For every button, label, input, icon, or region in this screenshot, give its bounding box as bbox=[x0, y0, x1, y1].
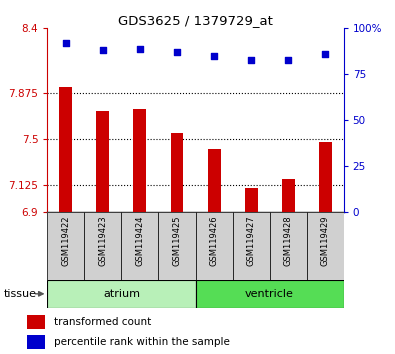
Point bbox=[137, 46, 143, 51]
Bar bbox=[269, 212, 307, 280]
Text: ventricle: ventricle bbox=[245, 289, 294, 299]
Text: GSM119429: GSM119429 bbox=[321, 216, 330, 266]
Point bbox=[285, 57, 291, 62]
Point bbox=[211, 53, 217, 59]
Bar bbox=[85, 212, 122, 280]
Bar bbox=[134, 109, 147, 212]
Text: GSM119428: GSM119428 bbox=[284, 216, 293, 267]
Bar bbox=[319, 142, 332, 212]
Bar bbox=[233, 212, 269, 280]
Point bbox=[248, 57, 254, 62]
Point bbox=[322, 51, 328, 57]
Bar bbox=[282, 179, 295, 212]
Text: GSM119427: GSM119427 bbox=[246, 216, 256, 267]
Bar bbox=[245, 188, 258, 212]
Title: GDS3625 / 1379729_at: GDS3625 / 1379729_at bbox=[118, 14, 273, 27]
Bar bbox=[122, 212, 158, 280]
Bar bbox=[196, 280, 344, 308]
Bar bbox=[27, 335, 45, 348]
Bar bbox=[171, 133, 184, 212]
Bar bbox=[158, 212, 196, 280]
Text: atrium: atrium bbox=[103, 289, 140, 299]
Text: transformed count: transformed count bbox=[54, 318, 151, 327]
Text: GSM119422: GSM119422 bbox=[61, 216, 70, 266]
Bar bbox=[47, 212, 85, 280]
Bar bbox=[307, 212, 344, 280]
Text: GSM119425: GSM119425 bbox=[173, 216, 182, 266]
Text: GSM119423: GSM119423 bbox=[98, 216, 107, 267]
Bar bbox=[207, 149, 220, 212]
Point bbox=[100, 47, 106, 53]
Text: percentile rank within the sample: percentile rank within the sample bbox=[54, 337, 229, 347]
Bar bbox=[27, 315, 45, 329]
Text: GSM119426: GSM119426 bbox=[209, 216, 218, 267]
Bar bbox=[59, 87, 72, 212]
Point bbox=[174, 50, 180, 55]
Bar bbox=[196, 212, 233, 280]
Text: GSM119424: GSM119424 bbox=[135, 216, 145, 266]
Bar bbox=[96, 110, 109, 212]
Point bbox=[63, 40, 69, 46]
Bar bbox=[47, 280, 196, 308]
Text: tissue: tissue bbox=[4, 289, 37, 299]
